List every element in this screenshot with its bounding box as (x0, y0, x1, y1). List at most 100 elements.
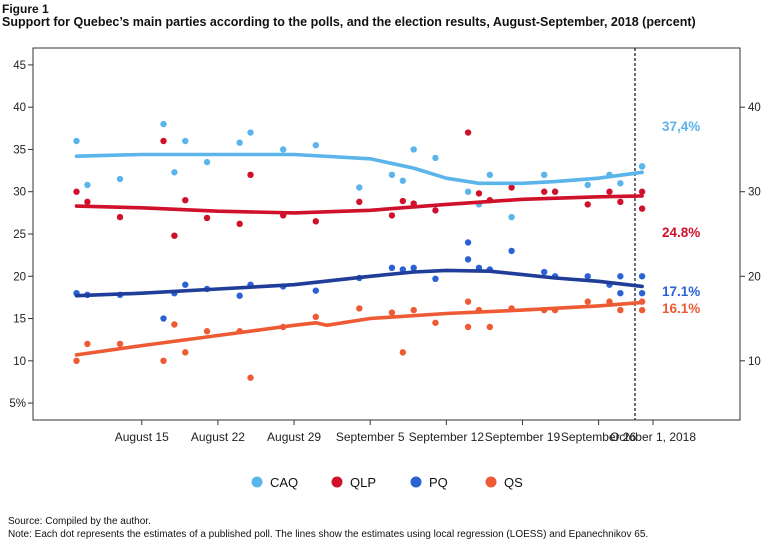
data-point-qlp (116, 213, 124, 221)
y-tick-label: 10 (13, 356, 26, 368)
data-point-qs (116, 340, 124, 348)
data-point-pq (584, 273, 591, 280)
left-y-axis: 5% 10 15 20 25 30 35 40 45 (9, 60, 33, 410)
data-point-caq (279, 146, 287, 153)
data-point-qs (171, 321, 178, 328)
chart-title: Support for Quebec’s main parties accord… (2, 15, 696, 29)
data-point-caq (584, 181, 591, 189)
y-tick-label: 35 (13, 144, 26, 156)
data-point-caq (541, 171, 548, 179)
legend-label-pq: PQ (429, 475, 448, 490)
result-label-pq: 17.1% (662, 284, 700, 299)
data-point-caq (508, 213, 515, 221)
y-tick-label: 40 (13, 102, 26, 114)
data-point-pq (312, 287, 319, 294)
data-point-pq (541, 268, 548, 276)
legend: CAQ QLP PQ QS (251, 475, 523, 490)
y-tick-label: 25 (13, 229, 26, 241)
data-point-caq (247, 129, 254, 136)
y-right-tick-label: 40 (748, 102, 761, 114)
data-point-qlp (182, 196, 189, 204)
trend-line-caq (74, 152, 644, 186)
data-point-qs (464, 298, 472, 305)
data-point-caq (236, 139, 243, 146)
data-point-caq (432, 154, 439, 162)
data-point-qs (410, 306, 417, 314)
y-right-tick-label: 10 (748, 356, 761, 368)
legend-swatch-qs (485, 476, 497, 488)
data-point-qlp (638, 188, 646, 195)
data-point-qs (617, 306, 624, 314)
data-point-qs (464, 323, 472, 331)
trend-line-qlp (74, 194, 644, 215)
data-point-qs (312, 313, 319, 321)
data-point-qlp (638, 205, 646, 212)
trend-line-pq (74, 268, 644, 298)
data-point-caq (182, 137, 189, 145)
data-point-caq (73, 137, 80, 145)
trend-lines (74, 152, 644, 357)
data-point-qlp (464, 129, 472, 136)
data-point-pq (388, 264, 396, 272)
data-point-qlp (203, 214, 211, 222)
data-point-pq (236, 292, 243, 299)
legend-label-qlp: QLP (350, 475, 376, 490)
data-point-qlp (606, 188, 613, 195)
y-tick-label: 5% (9, 398, 26, 410)
data-point-qs (160, 357, 167, 365)
data-point-qlp (388, 212, 396, 219)
data-point-caq (160, 120, 167, 128)
data-point-caq (388, 171, 396, 179)
y-right-tick-label: 30 (748, 187, 761, 199)
legend-label-caq: CAQ (270, 475, 298, 490)
method-note: Note: Each dot represents the estimates … (8, 528, 649, 540)
data-point-qlp (160, 137, 167, 145)
data-point-pq (410, 264, 417, 272)
data-point-pq (617, 273, 624, 280)
data-point-qlp (312, 218, 319, 225)
data-point-caq (116, 175, 124, 183)
x-tick-label: September 19 (485, 430, 561, 444)
data-point-caq (312, 142, 319, 149)
election-results: 37,4% 24.8% 17.1% 16.1% (662, 119, 700, 316)
data-point-qs (388, 309, 396, 316)
data-point-caq (410, 146, 417, 153)
data-point-caq (84, 181, 91, 189)
data-point-qlp (73, 188, 80, 195)
result-label-caq: 37,4% (662, 119, 700, 134)
data-point-caq (638, 163, 646, 170)
data-point-qs (73, 357, 80, 365)
data-point-caq (399, 177, 407, 184)
x-tick-label: September 26 (561, 430, 637, 444)
data-point-qs (432, 319, 439, 326)
data-point-qs (584, 298, 591, 305)
x-tick-label: August 22 (191, 430, 245, 444)
data-point-caq (356, 184, 363, 191)
data-point-qs (638, 306, 646, 314)
result-label-qs: 16.1% (662, 301, 700, 316)
data-point-pq (160, 315, 167, 322)
legend-swatch-caq (251, 476, 263, 488)
data-point-pq (638, 273, 646, 280)
x-tick-label: September 12 (409, 430, 485, 444)
x-tick-label: August 15 (115, 430, 169, 444)
data-point-qlp (171, 232, 178, 239)
data-point-qlp (432, 207, 439, 214)
data-point-qs (203, 328, 211, 335)
data-point-caq (203, 158, 211, 166)
x-tick-label: October 1, 2018 (610, 430, 696, 444)
data-point-caq (486, 171, 494, 179)
data-point-qs (84, 340, 91, 348)
data-point-pq (617, 289, 624, 297)
trend-line-qs (74, 300, 644, 357)
y-tick-label: 45 (13, 60, 26, 72)
data-point-qs (182, 349, 189, 356)
data-point-qlp (617, 198, 624, 206)
data-point-qlp (508, 184, 515, 191)
data-point-pq (464, 239, 472, 246)
data-point-pq (432, 275, 439, 283)
plot-border (32, 47, 741, 421)
data-point-caq (464, 188, 472, 195)
data-point-qlp (584, 201, 591, 208)
figure-label: Figure 1 (2, 2, 49, 16)
